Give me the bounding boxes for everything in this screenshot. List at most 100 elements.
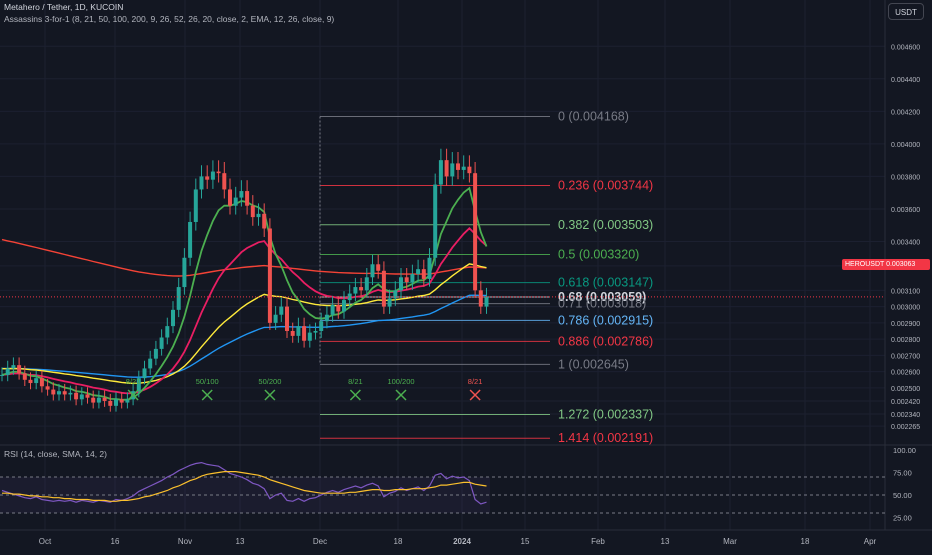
signal-label: 8/21 [468, 377, 483, 386]
candle-body [28, 379, 33, 384]
candle-body [319, 321, 324, 331]
fib-level-label: 0 (0.004168) [558, 110, 629, 124]
candle-body [153, 348, 158, 359]
candle-body [233, 197, 238, 206]
candle-body [250, 205, 255, 218]
rsi-tick-label: 75.00 [893, 469, 912, 478]
rsi-tick-label: 50.00 [893, 491, 912, 500]
candle-body [336, 304, 341, 312]
price-tick-label: 0.003600 [891, 207, 920, 214]
rsi-tick-label: 25.00 [893, 514, 912, 523]
candle-body [62, 391, 67, 395]
fib-level-label: 1 (0.002645) [558, 357, 629, 371]
candle-body [216, 171, 221, 174]
candle-body [91, 397, 96, 403]
fib-level-label: 0.71 (0.003018) [558, 297, 646, 311]
candle-body [438, 160, 443, 185]
candle-body [376, 264, 381, 271]
candles [0, 148, 885, 412]
candle-body [444, 160, 449, 177]
candle-body [114, 399, 118, 406]
time-tick-label: 18 [394, 537, 403, 546]
fib-level-label: 0.382 (0.003503) [558, 218, 653, 232]
price-tick-label: 0.003400 [891, 240, 920, 247]
signal-cross-icon [264, 389, 276, 401]
time-axis[interactable]: Oct 16 Nov 13 Dec 18 2024 15 Feb 13 Mar 18 Apr [39, 537, 877, 546]
candle-body [205, 176, 210, 180]
candle-body [171, 309, 175, 327]
ema-21-line [1, 227, 488, 395]
fib-level-label: 0.618 (0.003147) [558, 276, 653, 290]
candle-body [473, 173, 478, 291]
fib-level-label: 1.272 (0.002337) [558, 407, 653, 421]
price-axis[interactable]: 0.004600 0.004400 0.004200 0.004000 0.003800… [891, 44, 920, 431]
rsi-legend[interactable]: RSI (14, close, SMA, 14, 2) [4, 449, 107, 459]
price-tick-label: 0.004200 [891, 109, 920, 116]
candle-body [433, 184, 438, 258]
ema-8-line [1, 186, 488, 401]
time-tick-label: 2024 [453, 537, 471, 546]
rsi-tick-label: 100.00 [893, 446, 916, 455]
candle-body [210, 171, 215, 180]
candle-body [239, 191, 244, 198]
price-tick-label: 0.002700 [891, 353, 920, 360]
candle-body [148, 358, 153, 369]
candle-body [267, 228, 272, 323]
candle-body [302, 326, 307, 341]
candle-body [142, 368, 147, 379]
candle-body [427, 257, 432, 279]
candle-body [51, 389, 56, 395]
candle-body [456, 163, 460, 170]
time-tick-label: 16 [111, 537, 120, 546]
candle-body [199, 176, 204, 190]
rsi-pane: 100.00 75.00 50.00 25.00 [0, 446, 916, 523]
candle-body [290, 330, 295, 336]
candle-body [381, 270, 386, 307]
candle-body [136, 378, 141, 392]
candle-body [279, 306, 284, 315]
candle-body [461, 166, 466, 170]
price-tick-label: 0.002500 [891, 386, 920, 393]
candle-body [256, 213, 261, 218]
currency-button[interactable]: USDT [888, 3, 924, 20]
candle-body [85, 394, 90, 398]
signal-label: 50/200 [258, 377, 281, 386]
price-tick-label: 0.002420 [891, 399, 920, 406]
candle-body [404, 277, 409, 283]
candle-body [125, 399, 130, 403]
time-tick-label: 13 [236, 537, 245, 546]
candle-body [370, 264, 375, 278]
signal-cross-icon [349, 389, 361, 401]
candle-body [188, 221, 193, 258]
price-tick-label: 0.003000 [891, 305, 920, 312]
time-tick-label: 18 [801, 537, 810, 546]
fib-level-label: 0.5 (0.003320) [558, 248, 639, 262]
candle-body [399, 277, 403, 291]
candle-body [74, 392, 79, 400]
fibonacci-retracement[interactable]: 0 (0.004168) 0.236 (0.003744) 0.382 (0.003… [319, 110, 653, 446]
candle-body [393, 290, 398, 299]
candle-body [39, 378, 44, 387]
candle-body [484, 296, 489, 307]
price-tick-label: 0.004600 [891, 44, 920, 51]
candle-body [159, 337, 164, 349]
indicator-legend[interactable]: Assassins 3-for-1 (8, 21, 50, 100, 200, … [4, 14, 335, 24]
signal-label: 8/21 [348, 377, 363, 386]
candle-body [22, 373, 27, 380]
ema-50-line [2, 263, 487, 385]
candle-body [79, 394, 84, 400]
candle-body [11, 365, 16, 369]
candle-body [5, 368, 10, 375]
candle-body [57, 391, 61, 395]
time-tick-label: Feb [591, 537, 605, 546]
candle-body [416, 269, 421, 275]
candle-body [307, 332, 312, 341]
price-tick-label: 0.002265 [891, 424, 920, 431]
candle-body [222, 173, 227, 190]
price-tick-label: 0.004000 [891, 142, 920, 149]
rsi-ma-line [2, 471, 487, 502]
time-tick-label: 13 [661, 537, 670, 546]
price-tick-label: 0.003800 [891, 174, 920, 181]
